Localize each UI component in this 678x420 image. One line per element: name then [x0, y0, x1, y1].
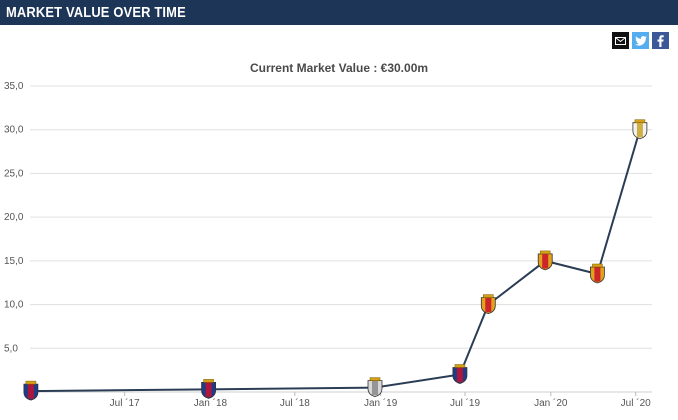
section-title: MARKET VALUE OVER TIME: [6, 4, 186, 21]
twitter-icon[interactable]: [632, 32, 649, 49]
x-tick-label: Jul ´17: [110, 397, 140, 409]
y-tick-label: 15,0: [4, 256, 24, 267]
club-badge-icon[interactable]: [23, 380, 39, 401]
club-badge-icon[interactable]: [201, 379, 217, 399]
club-badge-icon[interactable]: [632, 119, 648, 140]
x-axis-ticks: Jul ´17 Jan ´18 Jul ´18 Jan ´19 Jul ´19 Jan ´…: [110, 392, 651, 409]
y-tick-label: 35,0: [4, 81, 24, 92]
x-tick-label: Jul ´19: [450, 397, 480, 409]
club-badge-icon[interactable]: [452, 364, 468, 384]
x-tick-label: Jan ´20: [534, 397, 568, 409]
x-tick-label: Jul ´20: [621, 397, 651, 409]
x-tick-label: Jan ´19: [364, 397, 398, 409]
x-tick-label: Jan ´18: [194, 397, 228, 409]
y-tick-label: 30,0: [4, 125, 24, 136]
y-tick-label: 10,0: [4, 300, 24, 311]
club-badge-icon[interactable]: [590, 263, 605, 284]
mail-icon[interactable]: [612, 32, 629, 49]
market-value-line: [30, 129, 641, 393]
y-tick-label: 5,0: [4, 343, 18, 354]
club-badge-icon[interactable]: [480, 294, 496, 315]
club-badge-icon[interactable]: [367, 377, 383, 398]
y-tick-label: 20,0: [4, 212, 24, 223]
y-axis-ticks: 5,0 10,0 15,0 20,0 25,0 30,0 35,0: [4, 81, 24, 354]
club-badge-icon[interactable]: [537, 250, 553, 271]
section-header: MARKET VALUE OVER TIME: [0, 0, 678, 25]
grid: [30, 85, 652, 393]
x-tick-label: Jul ´18: [280, 397, 310, 409]
data-points: [23, 119, 648, 401]
share-buttons: [612, 32, 669, 49]
y-tick-label: 25,0: [4, 168, 24, 179]
facebook-icon[interactable]: [652, 32, 669, 49]
chart-subtitle: Current Market Value : €30.00m: [249, 61, 429, 75]
